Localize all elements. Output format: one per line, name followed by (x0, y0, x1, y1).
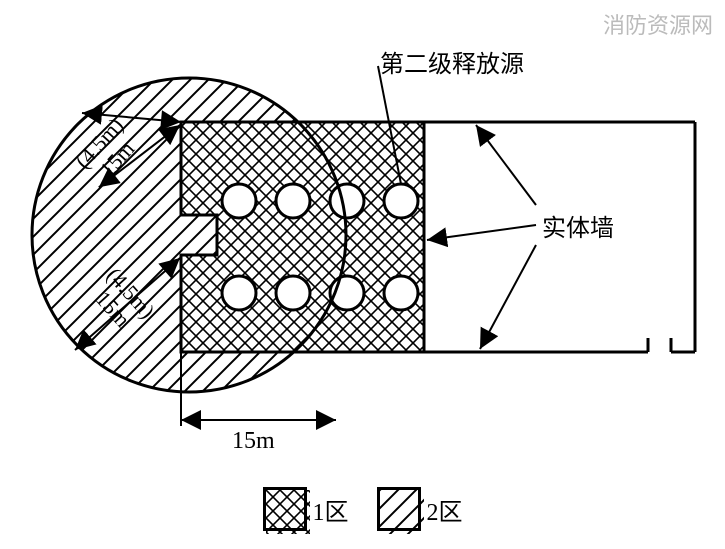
source-3 (330, 184, 364, 218)
hazard-zone-diagram: (4.5m) 15m (4.5m) 15m (0, 0, 725, 549)
watermark-text: 消防资源网 (603, 8, 713, 40)
source-6 (276, 276, 310, 310)
legend-zone1-swatch (263, 487, 307, 531)
legend-zone2-label: 2区 (427, 492, 463, 527)
legend-zone1-label: 1区 (313, 492, 349, 527)
zone1-region (181, 122, 424, 352)
label-release-source: 第二级释放源 (380, 44, 524, 79)
source-1 (222, 184, 256, 218)
leader-walls (427, 125, 536, 349)
legend-zone2: 2区 (377, 487, 463, 531)
source-5 (222, 276, 256, 310)
source-2 (276, 184, 310, 218)
source-8 (384, 276, 418, 310)
label-dim-bottom: 15m (232, 428, 275, 455)
legend: 1区 2区 (0, 487, 725, 531)
label-solid-wall: 实体墙 (542, 208, 614, 243)
legend-zone1: 1区 (263, 487, 349, 531)
legend-zone2-swatch (377, 487, 421, 531)
source-4 (384, 184, 418, 218)
